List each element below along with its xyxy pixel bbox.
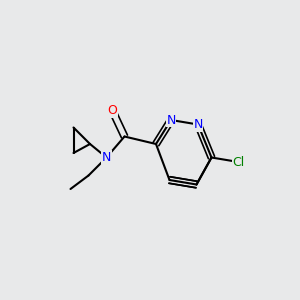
Text: O: O [108,104,117,118]
Text: N: N [166,113,176,127]
Text: N: N [102,151,111,164]
Text: N: N [193,118,203,131]
Text: Cl: Cl [232,155,244,169]
